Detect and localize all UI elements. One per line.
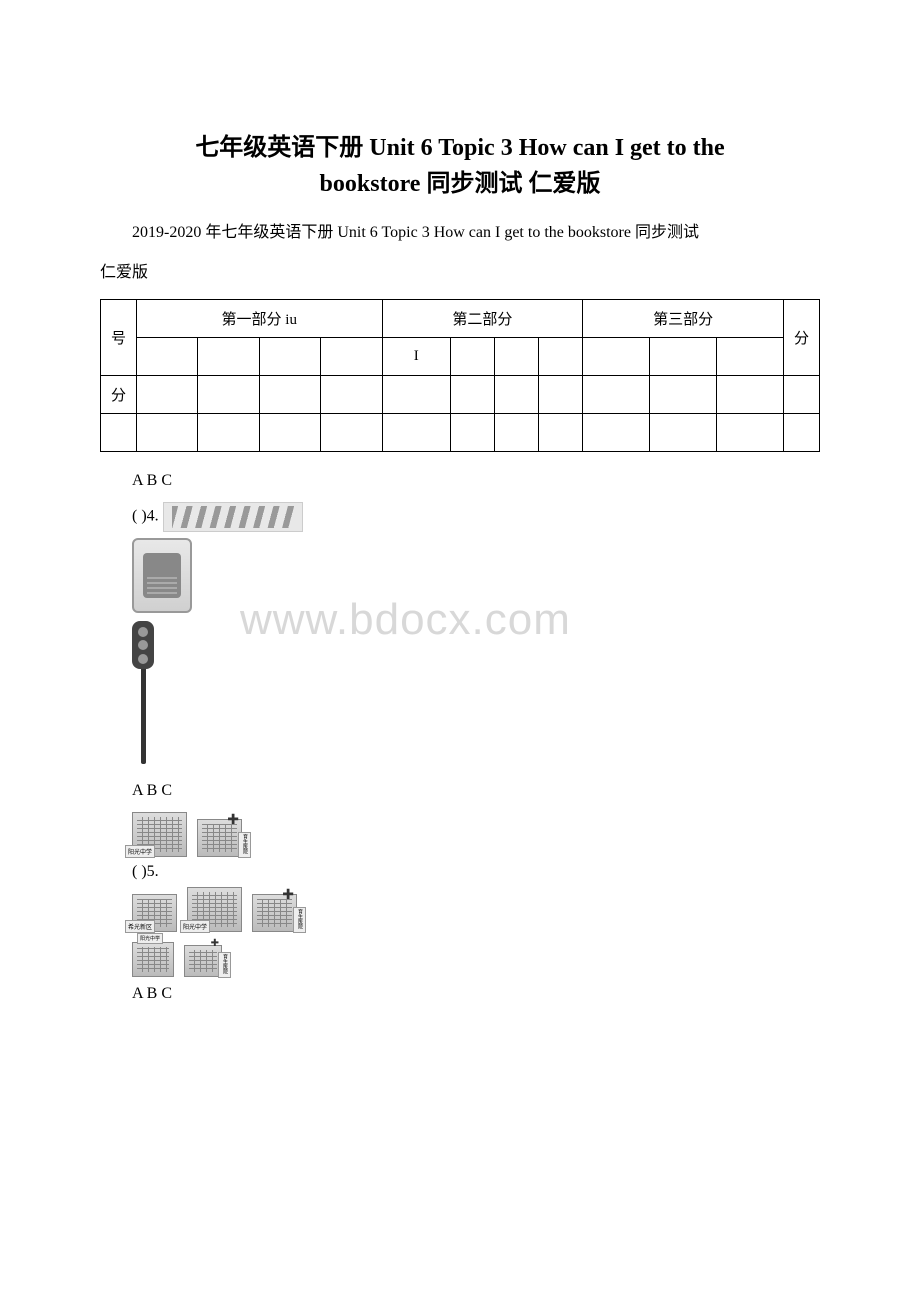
title-line-1: 七年级英语下册 Unit 6 Topic 3 How can I get to … bbox=[195, 135, 724, 161]
table-cell bbox=[539, 338, 583, 376]
table-cell bbox=[650, 376, 717, 414]
q5-row3: 阳光中学 ✚ 育生医院 bbox=[132, 942, 820, 977]
table-header-score: 分 bbox=[784, 300, 820, 376]
page-title: 七年级英语下册 Unit 6 Topic 3 How can I get to … bbox=[100, 130, 820, 202]
table-cell bbox=[259, 338, 320, 376]
abc-options-1: A B C bbox=[132, 472, 820, 490]
building-label-hospital: 育生医院 bbox=[293, 907, 306, 933]
table-cell bbox=[101, 414, 137, 452]
table-cell bbox=[583, 338, 650, 376]
table-cell-i: I bbox=[382, 338, 451, 376]
traffic-light-icon bbox=[132, 621, 154, 766]
building-label-hospital: 育生医院 bbox=[218, 952, 231, 978]
page-content: 七年级英语下册 Unit 6 Topic 3 How can I get to … bbox=[100, 130, 820, 1003]
table-cell bbox=[650, 414, 717, 452]
table-cell bbox=[198, 414, 259, 452]
building-windows bbox=[189, 950, 217, 972]
score-table: 号 第一部分 iu 第二部分 第三部分 分 I 分 bbox=[100, 299, 820, 452]
building-windows bbox=[257, 899, 292, 927]
building-school-3: 阳光中学 bbox=[132, 942, 174, 977]
table-cell bbox=[321, 376, 382, 414]
building-hospital-1: ✚ 育生医院 bbox=[197, 819, 242, 857]
table-cell bbox=[198, 338, 259, 376]
table-cell bbox=[539, 376, 583, 414]
table-cell bbox=[784, 414, 820, 452]
phone-keypad bbox=[147, 574, 177, 594]
abc-options-3: A B C bbox=[132, 985, 820, 1003]
building-label-school: 阳光中学 bbox=[137, 933, 163, 944]
question-5: ( )5. bbox=[132, 863, 820, 881]
table-cell bbox=[539, 414, 583, 452]
table-cell bbox=[717, 338, 784, 376]
table-cell bbox=[717, 376, 784, 414]
table-cell bbox=[495, 338, 539, 376]
table-cell bbox=[495, 376, 539, 414]
table-cell bbox=[321, 414, 382, 452]
table-header-num: 号 bbox=[101, 300, 137, 376]
table-header-part3: 第三部分 bbox=[583, 300, 784, 338]
subtitle-line-1: 2019-2020 年七年级英语下册 Unit 6 Topic 3 How ca… bbox=[100, 220, 820, 246]
table-header-part2: 第二部分 bbox=[382, 300, 583, 338]
traffic-light-bulb bbox=[138, 627, 148, 637]
table-cell bbox=[583, 414, 650, 452]
question-4: ( )4. bbox=[132, 502, 820, 532]
crosswalk-icon bbox=[163, 502, 303, 532]
table-cell bbox=[583, 376, 650, 414]
building-label-school: 阳光中学 bbox=[180, 920, 210, 933]
table-cell bbox=[259, 376, 320, 414]
phone-booth-icon bbox=[132, 538, 192, 613]
building-hospital-2: ✚ 育生医院 bbox=[252, 894, 297, 932]
traffic-light-image bbox=[132, 621, 154, 766]
table-cell bbox=[650, 338, 717, 376]
building-district: 希光新区 bbox=[132, 894, 177, 932]
building-label-hospital: 育生医院 bbox=[238, 832, 251, 858]
table-row: I bbox=[101, 338, 820, 376]
table-cell bbox=[451, 338, 495, 376]
table-cell bbox=[321, 338, 382, 376]
table-cell bbox=[382, 376, 451, 414]
traffic-light-head bbox=[132, 621, 154, 669]
building-label-district: 希光新区 bbox=[125, 920, 155, 933]
table-cell bbox=[382, 414, 451, 452]
table-cell bbox=[495, 414, 539, 452]
table-cell bbox=[137, 414, 198, 452]
traffic-light-bulb bbox=[138, 640, 148, 650]
traffic-light-bulb bbox=[138, 654, 148, 664]
building-windows bbox=[137, 947, 169, 972]
table-header-part1: 第一部分 iu bbox=[137, 300, 383, 338]
table-cell bbox=[137, 338, 198, 376]
building-label-school: 阳光中学 bbox=[125, 845, 155, 858]
table-row: 号 第一部分 iu 第二部分 第三部分 分 bbox=[101, 300, 820, 338]
abc-options-2: A B C bbox=[132, 782, 820, 800]
building-school-2: 阳光中学 bbox=[187, 887, 242, 932]
crosswalk-stripes bbox=[172, 506, 294, 528]
building-hospital-3: ✚ 育生医院 bbox=[184, 945, 222, 977]
q4-label: ( )4. bbox=[132, 508, 159, 525]
table-cell bbox=[784, 376, 820, 414]
table-row: 分 bbox=[101, 376, 820, 414]
phone-device bbox=[143, 553, 181, 598]
subtitle-line-2: 仁爱版 bbox=[100, 260, 820, 286]
table-row bbox=[101, 414, 820, 452]
table-cell-score: 分 bbox=[101, 376, 137, 414]
q5-row1: 阳光中学 ✚ 育生医院 bbox=[132, 812, 820, 857]
table-cell bbox=[451, 376, 495, 414]
table-cell bbox=[137, 376, 198, 414]
table-cell bbox=[717, 414, 784, 452]
traffic-light-pole bbox=[141, 669, 146, 764]
cross-icon: ✚ bbox=[211, 938, 219, 949]
table-cell bbox=[259, 414, 320, 452]
phone-booth-image bbox=[132, 538, 192, 613]
building-windows bbox=[202, 824, 237, 852]
q5-row2: 希光新区 阳光中学 ✚ 育生医院 bbox=[132, 887, 820, 932]
title-line-2: bookstore 同步测试 仁爱版 bbox=[320, 171, 601, 197]
table-cell bbox=[198, 376, 259, 414]
table-cell bbox=[451, 414, 495, 452]
building-school-1: 阳光中学 bbox=[132, 812, 187, 857]
